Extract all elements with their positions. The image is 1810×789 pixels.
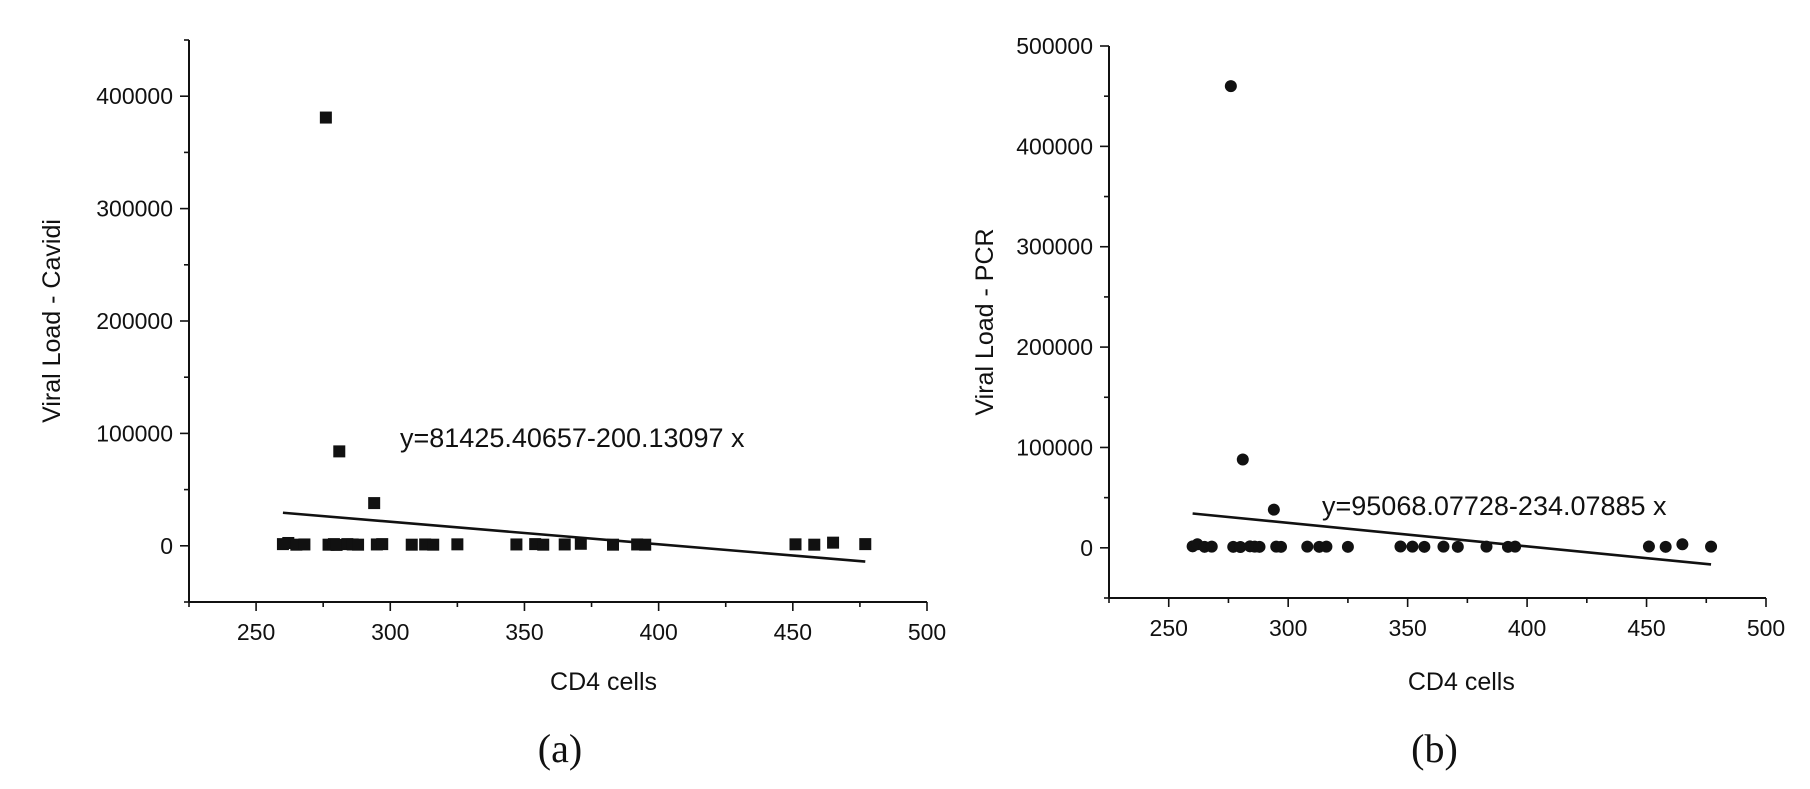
data-point: [859, 538, 872, 551]
data-point: [789, 538, 802, 551]
data-point: [1509, 540, 1522, 553]
data-point: [1642, 540, 1655, 553]
x-tick-label: 250: [1150, 615, 1188, 641]
x-axis-title: CD4 cells: [550, 668, 657, 696]
data-point: [510, 538, 523, 551]
data-point: [574, 537, 587, 550]
data-point: [1480, 540, 1493, 553]
y-tick-label: 400000: [96, 83, 173, 109]
panel-a: 250 300 350 400 450 500 0 100000 200000 300000 400…: [38, 39, 946, 771]
y-tick-label: 300000: [96, 196, 173, 222]
regression-equation: y=81425.40657-200.13097 x: [400, 423, 745, 453]
y-tick-label: 300000: [1016, 234, 1093, 260]
data-point: [1253, 540, 1266, 553]
data-point: [1275, 540, 1288, 553]
x-tick-label: 400: [639, 619, 677, 645]
data-point: [352, 538, 365, 551]
panel-label: (b): [1411, 726, 1458, 771]
data-point: [1705, 540, 1718, 553]
x-tick-label: 450: [1627, 615, 1665, 641]
y-tick-label: 400000: [1016, 133, 1093, 159]
x-tick-label: 450: [774, 619, 812, 645]
y-tick-label: 0: [160, 533, 173, 559]
panel-label: (a): [538, 726, 582, 771]
data-point: [333, 445, 346, 458]
data-point: [1659, 540, 1672, 553]
x-tick-label: 400: [1508, 615, 1546, 641]
data-point: [1267, 503, 1280, 516]
x-tick-label: 300: [1269, 615, 1307, 641]
data-point: [1234, 541, 1247, 554]
data-point: [1301, 540, 1314, 553]
x-tick-label: 350: [1388, 615, 1426, 641]
data-point: [558, 538, 571, 551]
data-point: [1320, 540, 1333, 553]
data-point: [537, 538, 550, 551]
y-tick-label: 0: [1080, 535, 1093, 561]
data-point: [451, 538, 464, 551]
y-tick-label: 200000: [96, 308, 173, 334]
y-axis-title: Viral Load - PCR: [971, 228, 999, 415]
panel-b: 250 300 350 400 450 500 0 100000 200000 300000 400…: [971, 33, 1785, 771]
data-point: [1676, 538, 1689, 551]
data-point: [1437, 540, 1450, 553]
data-point: [1224, 80, 1237, 93]
data-point: [330, 538, 343, 551]
data-point: [1341, 540, 1354, 553]
data-point: [808, 538, 821, 551]
x-tick-label: 250: [237, 619, 275, 645]
y-tick-label: 500000: [1016, 33, 1093, 59]
y-tick-label: 100000: [96, 420, 173, 446]
y-tick-label: 200000: [1016, 334, 1093, 360]
x-tick-label: 350: [505, 619, 543, 645]
data-point: [1451, 540, 1464, 553]
x-tick-label: 500: [908, 619, 946, 645]
data-point: [405, 538, 418, 551]
regression-line: [282, 511, 866, 563]
data-point: [1418, 540, 1431, 553]
regression-line: [1192, 512, 1712, 566]
y-tick-label: 100000: [1016, 434, 1093, 460]
data-point: [1394, 540, 1407, 553]
data-point: [827, 536, 840, 549]
y-axis-title: Viral Load - Cavidi: [38, 219, 66, 423]
x-tick-label: 500: [1747, 615, 1785, 641]
data-point: [607, 538, 620, 551]
regression-equation: y=95068.07728-234.07885 x: [1322, 491, 1667, 521]
data-point: [427, 538, 440, 551]
data-point: [319, 111, 332, 124]
data-point: [1236, 453, 1249, 466]
data-point: [368, 497, 381, 510]
data-point: [1205, 540, 1218, 553]
data-point: [639, 538, 652, 551]
x-tick-label: 300: [371, 619, 409, 645]
data-point: [376, 538, 389, 551]
data-point: [298, 538, 311, 551]
data-point: [1406, 540, 1419, 553]
x-axis-title: CD4 cells: [1408, 668, 1515, 696]
